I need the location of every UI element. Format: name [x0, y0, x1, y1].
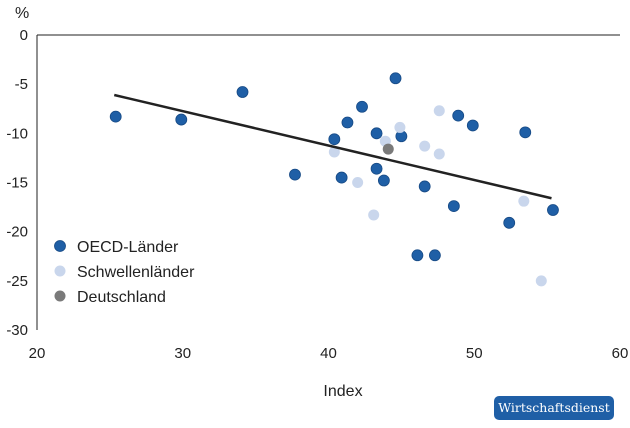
legend-label: Schwellenländer — [77, 264, 195, 281]
data-point — [452, 109, 465, 122]
data-point — [547, 204, 559, 216]
data-point — [466, 119, 479, 132]
x-tick-label: 40 — [320, 345, 337, 362]
data-point — [433, 105, 445, 117]
data-point — [419, 140, 431, 152]
data-point — [411, 249, 424, 262]
x-axis-title: Index — [323, 383, 362, 400]
x-tick-label: 50 — [466, 345, 483, 362]
data-point — [389, 72, 402, 85]
legend-label: OECD-Länder — [77, 239, 179, 256]
data-point — [447, 200, 460, 213]
data-point — [335, 171, 348, 184]
data-point — [428, 249, 441, 262]
data-point — [328, 133, 341, 146]
trend-line — [113, 93, 552, 200]
y-tick-label: -10 — [6, 125, 28, 142]
y-tick-label: -15 — [6, 175, 28, 192]
data-points — [109, 72, 559, 287]
data-point — [518, 195, 530, 207]
data-point — [394, 121, 406, 133]
legend-label: Deutschland — [77, 289, 166, 306]
legend-marker — [54, 240, 66, 252]
x-tick-label: 20 — [29, 345, 46, 362]
y-tick-label: -20 — [6, 224, 28, 241]
x-tick-label: 30 — [174, 345, 191, 362]
trend-line-group — [113, 93, 552, 200]
y-tick-label: -30 — [6, 322, 28, 339]
data-point — [175, 113, 188, 126]
legend: OECD-Länder Schwellenländer Deutschland — [54, 239, 195, 306]
data-point — [328, 146, 340, 158]
x-tick-label: 60 — [612, 345, 629, 362]
y-tick-label: -25 — [6, 273, 28, 290]
y-tick-label: 0 — [20, 27, 28, 44]
data-point — [368, 209, 380, 221]
data-point — [418, 180, 431, 193]
legend-marker — [54, 265, 66, 277]
data-point — [382, 143, 394, 155]
data-point — [377, 174, 390, 187]
y-tick-label: -5 — [15, 76, 28, 93]
y-axis-title: % — [15, 5, 29, 22]
axes — [36, 34, 620, 330]
data-point — [356, 100, 368, 113]
data-point — [503, 216, 516, 229]
data-point — [370, 127, 383, 140]
data-point — [352, 177, 364, 188]
legend-marker — [54, 290, 66, 302]
data-point — [289, 168, 301, 181]
data-point — [236, 86, 249, 98]
publisher-badge: Wirtschaftsdienst — [494, 396, 614, 420]
data-point — [433, 148, 445, 160]
data-point — [341, 116, 354, 129]
data-point — [519, 126, 532, 139]
data-point — [370, 162, 383, 175]
data-point — [535, 275, 547, 287]
data-point — [109, 110, 122, 123]
